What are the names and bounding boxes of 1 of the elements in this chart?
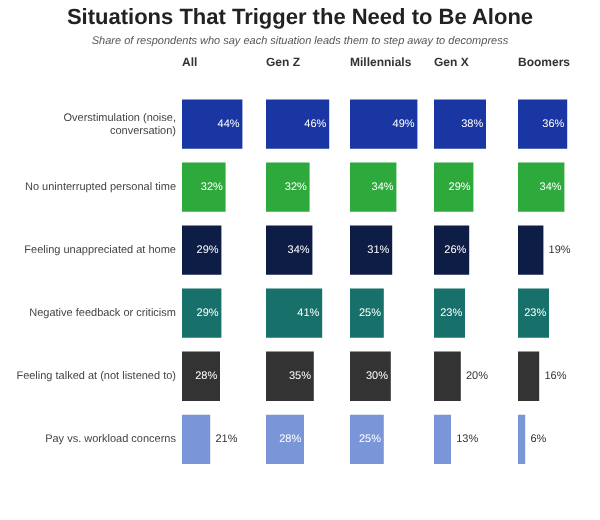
text: Situations That Trigger the Need to Be Alone <box>64 6 536 30</box>
